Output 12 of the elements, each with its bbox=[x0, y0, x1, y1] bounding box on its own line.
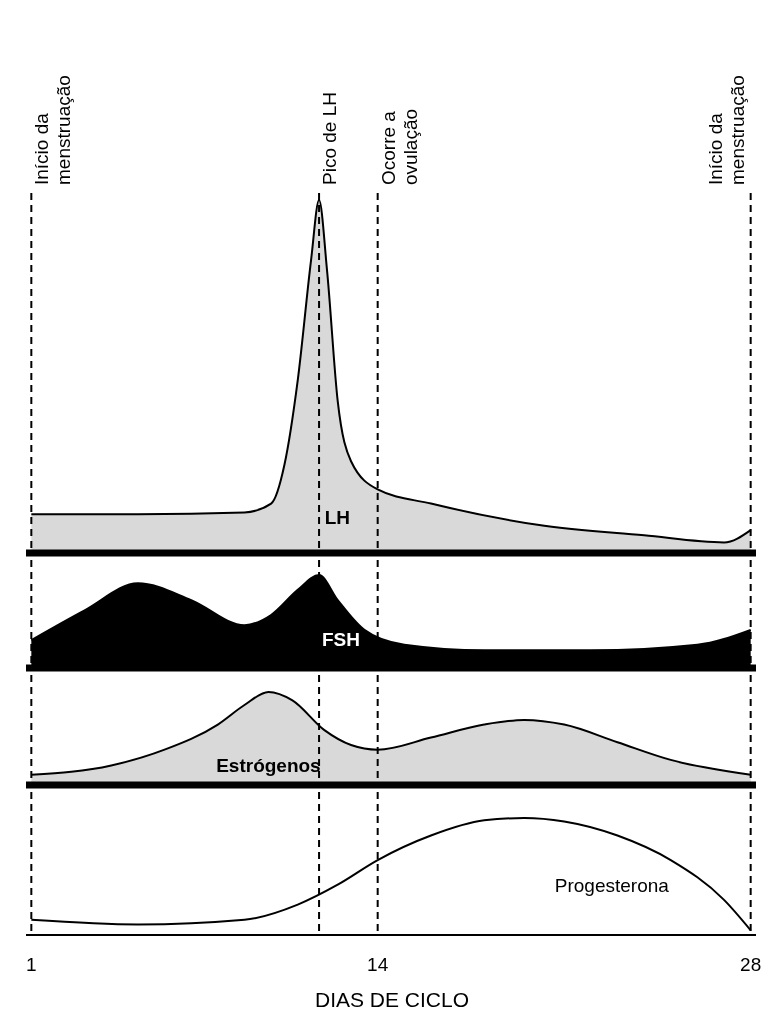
ref-line-label: Ocorre a ovulação bbox=[377, 108, 421, 185]
series-label: Estrógenos bbox=[216, 754, 321, 776]
ref-line-label: Início da menstruação bbox=[704, 75, 748, 185]
x-tick-label: 28 bbox=[740, 954, 762, 975]
x-tick-label: 14 bbox=[367, 954, 389, 975]
ref-line-label: Início da menstruação bbox=[31, 75, 75, 185]
ref-line-label: Pico de LH bbox=[319, 92, 341, 185]
x-axis-title: DIAS DE CICLO bbox=[314, 988, 470, 1011]
series-label: FSH bbox=[321, 629, 360, 651]
series-label: Progesterona bbox=[554, 875, 670, 897]
series-label: LH bbox=[324, 507, 350, 529]
x-tick-label: 1 bbox=[26, 954, 37, 975]
